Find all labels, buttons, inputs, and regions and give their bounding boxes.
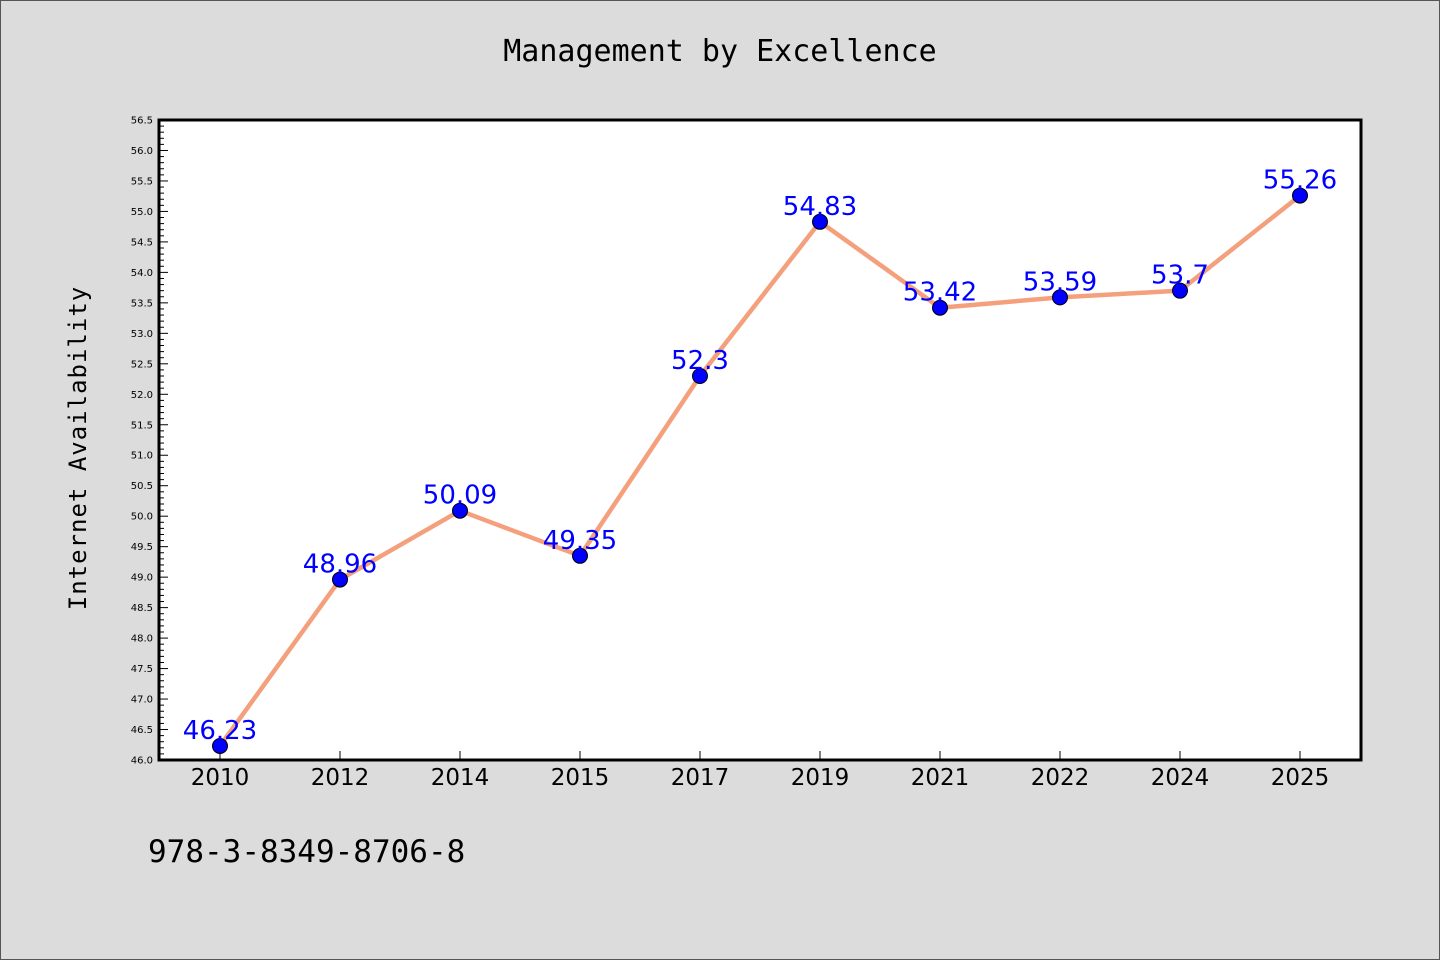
y-tick-label: 46.0 bbox=[131, 756, 153, 767]
y-tick-label: 54.5 bbox=[131, 237, 153, 248]
y-tick-label: 51.0 bbox=[131, 451, 153, 462]
x-tick-label: 2019 bbox=[791, 765, 850, 791]
data-point bbox=[1292, 187, 1308, 204]
x-axis: 2010 2012 2014 2015 2017 2019 2021 2022 2024 2025 bbox=[191, 751, 1330, 791]
data-label: 46.23 bbox=[183, 716, 257, 746]
x-tick-label: 2017 bbox=[671, 765, 730, 791]
x-tick-label: 2025 bbox=[1271, 765, 1330, 791]
x-tick-label: 2015 bbox=[551, 765, 610, 791]
data-label: 55.26 bbox=[1263, 166, 1337, 196]
x-tick-label: 2010 bbox=[191, 765, 250, 791]
y-axis: 46.0 46.5 47.0 47.5 48.0 48.5 49.0 49.5 50.0 50.5… bbox=[131, 116, 168, 767]
y-tick-label: 51.5 bbox=[131, 420, 153, 431]
y-tick-label: 52.0 bbox=[131, 390, 153, 401]
x-tick-label: 2021 bbox=[911, 765, 970, 791]
data-label: 52.3 bbox=[671, 346, 729, 376]
data-point bbox=[932, 299, 948, 316]
y-tick-label: 53.0 bbox=[131, 329, 153, 340]
y-tick-label: 48.0 bbox=[131, 634, 153, 645]
y-tick-label: 56.5 bbox=[131, 116, 153, 127]
data-label-group: 46.23 48.96 50.09 49.35 52.3 54.83 53.42 53.59 5… bbox=[183, 166, 1337, 746]
data-label: 50.09 bbox=[423, 481, 497, 511]
y-tick-label: 55.0 bbox=[131, 207, 153, 218]
data-point bbox=[692, 368, 708, 384]
data-point bbox=[812, 213, 828, 230]
data-point bbox=[452, 502, 468, 519]
y-tick-label: 54.0 bbox=[131, 268, 153, 279]
y-tick-label: 50.0 bbox=[131, 512, 153, 523]
y-tick-label: 55.5 bbox=[131, 176, 153, 187]
y-tick-label: 46.5 bbox=[131, 725, 153, 736]
data-label: 48.96 bbox=[303, 550, 377, 580]
y-tick-label: 52.5 bbox=[131, 359, 153, 370]
y-tick-label: 47.5 bbox=[131, 664, 153, 675]
y-tick-label: 56.0 bbox=[131, 146, 153, 157]
x-tick-label: 2012 bbox=[311, 765, 370, 791]
data-label: 49.35 bbox=[543, 526, 617, 556]
series-line-group bbox=[217, 193, 1303, 749]
isbn-footer: 978-3-8349-8706-8 bbox=[148, 834, 466, 870]
data-label: 53.42 bbox=[903, 278, 977, 308]
data-point bbox=[332, 571, 348, 588]
marker-group bbox=[212, 187, 1308, 754]
data-label: 53.7 bbox=[1151, 261, 1209, 291]
x-tick-label: 2014 bbox=[431, 765, 490, 791]
data-point bbox=[572, 547, 588, 564]
data-label: 54.83 bbox=[783, 192, 857, 222]
x-tick-label: 2022 bbox=[1031, 765, 1090, 791]
y-tick-label: 49.5 bbox=[131, 542, 153, 553]
y-tick-label: 53.5 bbox=[131, 298, 153, 309]
data-point bbox=[1052, 289, 1068, 306]
data-point bbox=[212, 737, 228, 754]
y-tick-label: 48.5 bbox=[131, 603, 153, 614]
y-tick-label: 49.0 bbox=[131, 573, 153, 584]
series-line bbox=[217, 193, 1303, 749]
y-tick-label: 47.0 bbox=[131, 695, 153, 706]
chart-title: Management by Excellence bbox=[503, 34, 937, 69]
data-label: 53.59 bbox=[1023, 267, 1097, 297]
x-tick-label: 2024 bbox=[1151, 765, 1210, 791]
plot-area bbox=[157, 118, 1363, 762]
data-point bbox=[1172, 282, 1188, 299]
y-tick-label: 50.5 bbox=[131, 481, 153, 492]
